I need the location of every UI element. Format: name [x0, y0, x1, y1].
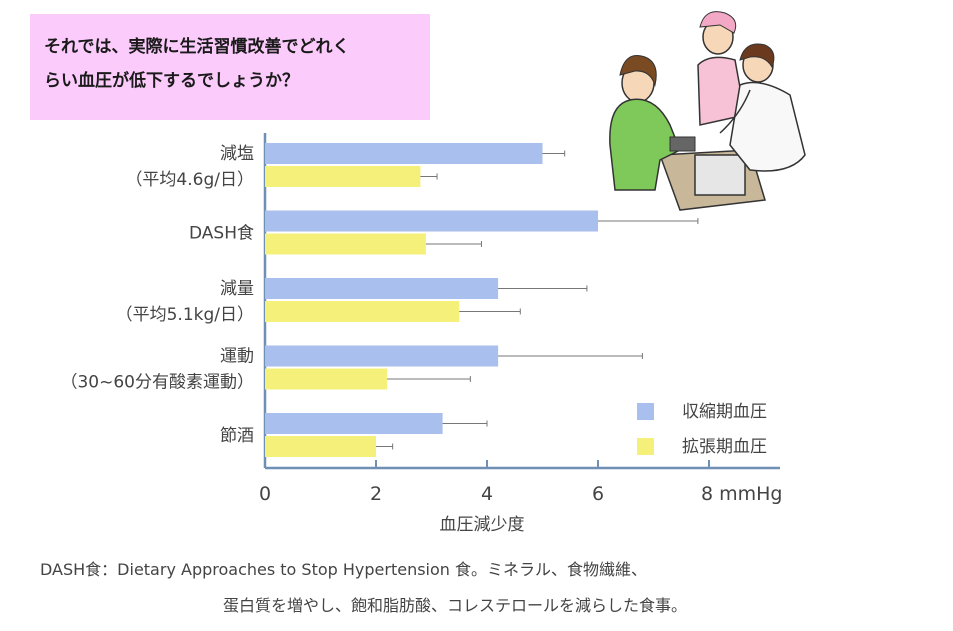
banner-line-2: らい血圧が低下するでしょうか？	[44, 71, 299, 91]
x-tick-label: 2	[370, 483, 382, 505]
bar-systolic	[265, 143, 543, 164]
legend-swatch	[637, 403, 654, 420]
bar-diastolic	[265, 436, 376, 457]
legend-swatch	[637, 438, 654, 455]
banner-line-1: それでは、実際に生活習慣改善でどれく	[44, 37, 350, 57]
bar-systolic	[265, 278, 499, 299]
caption-line-2: 蛋白質を増やし、飽和脂肪酸、コレステロールを減らした食事。	[222, 596, 687, 615]
bar-diastolic	[265, 166, 421, 187]
bars-group	[265, 143, 699, 457]
x-axis-label: 血圧減少度	[440, 515, 525, 535]
question-banner: それでは、実際に生活習慣改善でどれく らい血圧が低下するでしょうか？	[30, 14, 430, 120]
bar-systolic	[265, 210, 598, 232]
x-tick-label: 0	[259, 483, 271, 505]
x-tick-label: 4	[481, 483, 493, 505]
plot-area	[263, 133, 780, 470]
bar-systolic	[265, 413, 443, 434]
bar-diastolic	[265, 301, 460, 322]
category-label: 節酒	[220, 426, 254, 446]
bar-systolic	[265, 345, 499, 367]
x-tick-label: 6	[592, 483, 604, 505]
category-sublabel: （平均5.1kg/日）	[116, 305, 254, 325]
bar-diastolic	[265, 368, 388, 390]
category-label: 減塩	[220, 144, 254, 164]
bar-diastolic	[265, 233, 426, 255]
x-tick-label: 8 mmHg	[701, 483, 783, 505]
nurse-doctor-patient-blood-pressure-illustration	[609, 11, 806, 211]
caption-line-1: DASH食：Dietary Approaches to Stop Hyperte…	[40, 560, 648, 579]
category-sublabel: （30~60分有酸素運動）	[60, 373, 254, 393]
legend-label: 拡張期血圧	[682, 437, 767, 457]
category-label: 減量	[220, 279, 254, 299]
category-label: DASH食	[189, 224, 254, 244]
x-tick-labels: 0 2 4 6 8 mmHg	[259, 483, 783, 505]
category-sublabel: （平均4.6g/日）	[125, 170, 254, 190]
category-label: 運動	[220, 347, 254, 367]
legend-label: 収縮期血圧	[682, 402, 767, 422]
